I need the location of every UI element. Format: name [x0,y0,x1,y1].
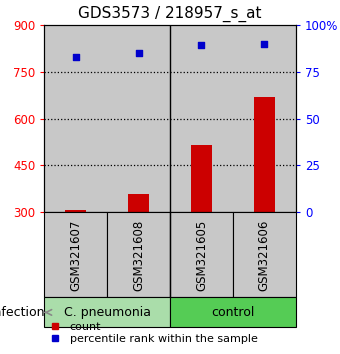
Bar [170,212,233,297]
Bar [65,210,86,212]
Bar [191,145,212,212]
Text: GSM321606: GSM321606 [258,219,271,291]
Title: GDS3573 / 218957_s_at: GDS3573 / 218957_s_at [78,6,262,22]
Text: control: control [211,306,255,319]
Point [73,54,78,59]
Text: infection: infection [0,306,46,319]
Bar [107,212,170,297]
Point [262,41,267,46]
Point [199,42,204,48]
Point [136,50,141,56]
Legend: count, percentile rank within the sample: count, percentile rank within the sample [39,317,262,348]
Bar [233,212,296,297]
Bar [44,25,107,212]
Bar [44,297,170,327]
Bar [44,212,107,297]
Text: GSM321605: GSM321605 [195,219,208,291]
Text: C. pneumonia: C. pneumonia [64,306,151,319]
Text: GSM321608: GSM321608 [132,219,145,291]
Bar [107,25,170,212]
Bar [254,97,275,212]
Bar [128,194,149,212]
Text: GSM321607: GSM321607 [69,219,82,291]
Bar [170,297,296,327]
Bar [233,25,296,212]
Bar [170,25,233,212]
